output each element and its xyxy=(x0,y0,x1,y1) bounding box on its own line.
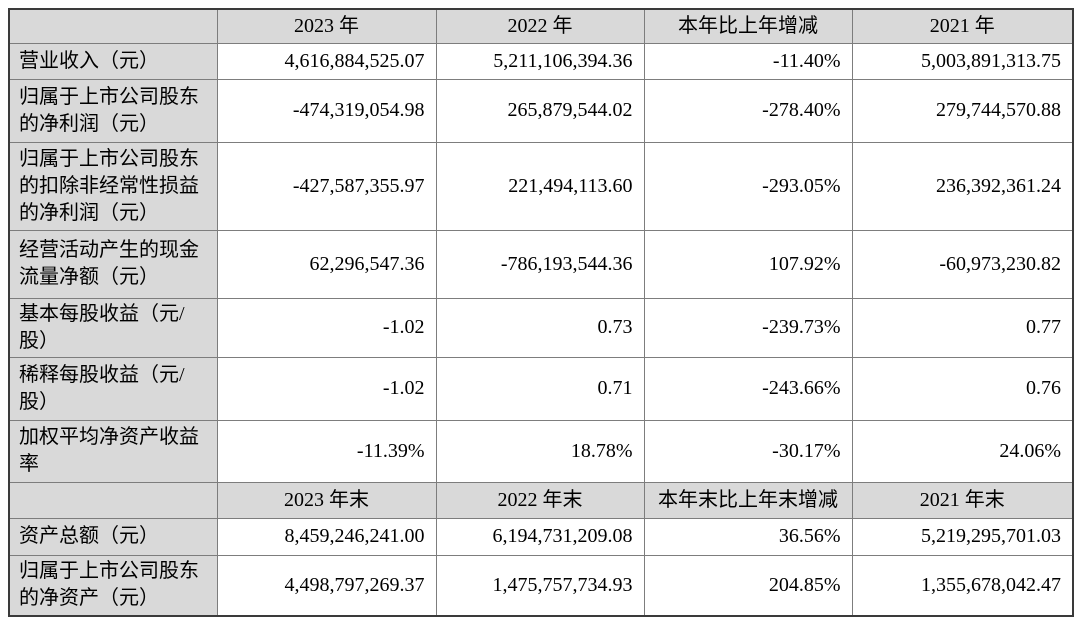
value-2023-cell: 4,498,797,269.37 xyxy=(216,554,437,617)
row-basic-eps: 基本每股收益（元/股） -1.02 0.73 -239.73% 0.77 xyxy=(8,297,1074,358)
header-2022-end-cell: 2022 年末 xyxy=(435,481,645,519)
value-2021-cell: 24.06% xyxy=(851,419,1074,483)
value-2021-cell: 0.76 xyxy=(851,356,1074,421)
value-2021-cell: 0.77 xyxy=(851,297,1074,358)
annual-header-row: 2023 年 2022 年 本年比上年增减 2021 年 xyxy=(8,8,1074,44)
change-cell: -239.73% xyxy=(643,297,853,358)
year-end-header-row: 2023 年末 2022 年末 本年末比上年末增减 2021 年末 xyxy=(8,481,1074,519)
value-2022-cell: 221,494,113.60 xyxy=(435,141,645,231)
header-2023-cell: 2023 年 xyxy=(216,8,437,44)
header-2021-end-cell: 2021 年末 xyxy=(851,481,1074,519)
value-2023-cell: -1.02 xyxy=(216,356,437,421)
header-2022-cell: 2022 年 xyxy=(435,8,645,44)
value-2023-cell: -427,587,355.97 xyxy=(216,141,437,231)
change-cell: 204.85% xyxy=(643,554,853,617)
value-2022-cell: 265,879,544.02 xyxy=(435,78,645,143)
header-year-end-change-cell: 本年末比上年末增减 xyxy=(643,481,853,519)
change-cell: -278.40% xyxy=(643,78,853,143)
row-label-cell: 营业收入（元） xyxy=(8,42,218,80)
value-2022-cell: 0.71 xyxy=(435,356,645,421)
value-2021-cell: 279,744,570.88 xyxy=(851,78,1074,143)
change-cell: -30.17% xyxy=(643,419,853,483)
value-2022-cell: 5,211,106,394.36 xyxy=(435,42,645,80)
header-yoy-change-cell: 本年比上年增减 xyxy=(643,8,853,44)
row-label-cell: 归属于上市公司股东的净利润（元） xyxy=(8,78,218,143)
row-diluted-eps: 稀释每股收益（元/股） -1.02 0.71 -243.66% 0.76 xyxy=(8,356,1074,421)
change-cell: -293.05% xyxy=(643,141,853,231)
change-cell: 107.92% xyxy=(643,229,853,299)
row-label-cell: 基本每股收益（元/股） xyxy=(8,297,218,358)
row-label-cell: 资产总额（元） xyxy=(8,517,218,556)
key-financials-table: 2023 年 2022 年 本年比上年增减 2021 年 营业收入（元） 4,6… xyxy=(8,8,1074,617)
header-blank-cell xyxy=(8,481,218,519)
header-blank-cell xyxy=(8,8,218,44)
header-2023-end-cell: 2023 年末 xyxy=(216,481,437,519)
value-2021-cell: 1,355,678,042.47 xyxy=(851,554,1074,617)
row-label-cell: 经营活动产生的现金流量净额（元） xyxy=(8,229,218,299)
row-net-assets-attributable: 归属于上市公司股东的净资产（元） 4,498,797,269.37 1,475,… xyxy=(8,554,1074,617)
row-label-cell: 稀释每股收益（元/股） xyxy=(8,356,218,421)
value-2023-cell: -11.39% xyxy=(216,419,437,483)
value-2022-cell: 1,475,757,734.93 xyxy=(435,554,645,617)
row-total-assets: 资产总额（元） 8,459,246,241.00 6,194,731,209.0… xyxy=(8,517,1074,556)
row-operating-cash-flow: 经营活动产生的现金流量净额（元） 62,296,547.36 -786,193,… xyxy=(8,229,1074,299)
value-2021-cell: 5,003,891,313.75 xyxy=(851,42,1074,80)
change-cell: -243.66% xyxy=(643,356,853,421)
change-cell: -11.40% xyxy=(643,42,853,80)
row-net-profit-attributable: 归属于上市公司股东的净利润（元） -474,319,054.98 265,879… xyxy=(8,78,1074,143)
value-2021-cell: 5,219,295,701.03 xyxy=(851,517,1074,556)
row-weighted-avg-roe: 加权平均净资产收益率 -11.39% 18.78% -30.17% 24.06% xyxy=(8,419,1074,483)
row-net-profit-excl-nonrecurring: 归属于上市公司股东的扣除非经常性损益的净利润（元） -427,587,355.9… xyxy=(8,141,1074,231)
value-2022-cell: 6,194,731,209.08 xyxy=(435,517,645,556)
value-2023-cell: 62,296,547.36 xyxy=(216,229,437,299)
row-operating-revenue: 营业收入（元） 4,616,884,525.07 5,211,106,394.3… xyxy=(8,42,1074,80)
header-2021-cell: 2021 年 xyxy=(851,8,1074,44)
value-2023-cell: 8,459,246,241.00 xyxy=(216,517,437,556)
value-2022-cell: -786,193,544.36 xyxy=(435,229,645,299)
value-2023-cell: -1.02 xyxy=(216,297,437,358)
row-label-cell: 归属于上市公司股东的净资产（元） xyxy=(8,554,218,617)
row-label-cell: 归属于上市公司股东的扣除非经常性损益的净利润（元） xyxy=(8,141,218,231)
value-2021-cell: -60,973,230.82 xyxy=(851,229,1074,299)
value-2023-cell: -474,319,054.98 xyxy=(216,78,437,143)
value-2021-cell: 236,392,361.24 xyxy=(851,141,1074,231)
value-2023-cell: 4,616,884,525.07 xyxy=(216,42,437,80)
value-2022-cell: 0.73 xyxy=(435,297,645,358)
value-2022-cell: 18.78% xyxy=(435,419,645,483)
row-label-cell: 加权平均净资产收益率 xyxy=(8,419,218,483)
change-cell: 36.56% xyxy=(643,517,853,556)
